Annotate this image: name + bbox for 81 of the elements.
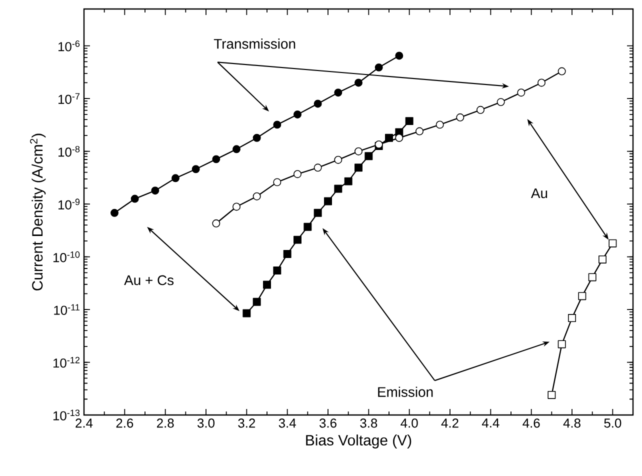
point <box>314 164 322 172</box>
point <box>558 340 566 348</box>
x-tick-label: 3.4 <box>278 418 296 428</box>
y-tick-label: 10$^{-12}$ <box>53 356 80 368</box>
point <box>395 52 404 60</box>
point <box>252 134 261 142</box>
y-tick-label: 10$^{-7}$ <box>58 93 80 104</box>
point <box>273 178 282 186</box>
point <box>334 184 342 193</box>
x-tick-label: 3.8 <box>360 418 378 428</box>
point <box>263 280 271 289</box>
point <box>232 145 240 154</box>
point <box>568 314 576 322</box>
point <box>212 219 220 228</box>
x-tick-label: 3.0 <box>198 418 215 428</box>
x-tick-label: 2.4 <box>76 418 93 428</box>
point <box>416 127 424 136</box>
point <box>374 63 383 72</box>
point <box>294 110 302 118</box>
point <box>304 222 312 231</box>
x-tick-label: 4.4 <box>482 418 500 428</box>
point <box>436 120 444 129</box>
point <box>212 155 220 164</box>
x-tick-label: 4.0 <box>400 418 418 428</box>
point <box>273 120 282 129</box>
point <box>130 194 139 203</box>
point <box>548 390 556 399</box>
point <box>456 113 464 122</box>
point <box>192 165 200 174</box>
x-tick-label: 3.2 <box>238 418 256 428</box>
annotation: Transmission <box>214 38 296 49</box>
point <box>151 186 160 195</box>
x-tick-label: 4.6 <box>522 418 540 428</box>
annotation: Au <box>530 188 548 198</box>
x-tick-label: 2.8 <box>156 418 174 428</box>
x-tick-label: 4.2 <box>441 418 458 428</box>
point <box>232 202 240 211</box>
point <box>558 67 566 76</box>
x-tick-label: 5.0 <box>604 418 622 428</box>
point <box>598 255 606 264</box>
point <box>364 152 373 160</box>
y-tick-label: 10$^{-11}$ <box>54 304 80 315</box>
point <box>324 197 332 206</box>
point <box>476 106 484 114</box>
point <box>354 78 362 87</box>
point <box>405 117 414 126</box>
x-tick-label: 2.6 <box>116 418 134 428</box>
y-tick-label: 10$^{-8}$ <box>58 146 80 157</box>
y-tick-label: 10$^{-9}$ <box>58 198 80 210</box>
point <box>344 177 352 186</box>
point <box>578 292 586 300</box>
point <box>273 266 282 274</box>
point <box>252 298 261 306</box>
point <box>334 88 342 97</box>
y-tick-label: 10$^{-10}$ <box>53 251 80 262</box>
point <box>385 134 393 142</box>
x-tick-label: 4.8 <box>563 418 580 428</box>
point <box>252 192 261 200</box>
point <box>294 236 302 244</box>
y-tick-label: 10$^{-6}$ <box>58 40 80 52</box>
point <box>242 309 251 318</box>
point <box>172 174 180 182</box>
point <box>314 208 322 217</box>
annotation: Au + Cs <box>124 275 174 286</box>
point <box>496 98 505 106</box>
x-tick-label: 3.6 <box>320 418 336 428</box>
point <box>538 78 546 87</box>
point <box>110 208 118 217</box>
point <box>517 88 526 97</box>
point <box>608 239 617 248</box>
point <box>588 273 596 282</box>
point <box>334 156 342 164</box>
point <box>354 164 362 172</box>
point <box>294 170 302 178</box>
x-axis-title: Bias Voltage (V) <box>306 434 412 448</box>
point <box>283 250 292 258</box>
point <box>395 134 404 142</box>
annotation: Emission <box>378 386 433 397</box>
point <box>354 147 362 156</box>
y-axis-title: Current Density (A/cm$^{2}$) <box>30 134 46 290</box>
point <box>314 100 322 108</box>
